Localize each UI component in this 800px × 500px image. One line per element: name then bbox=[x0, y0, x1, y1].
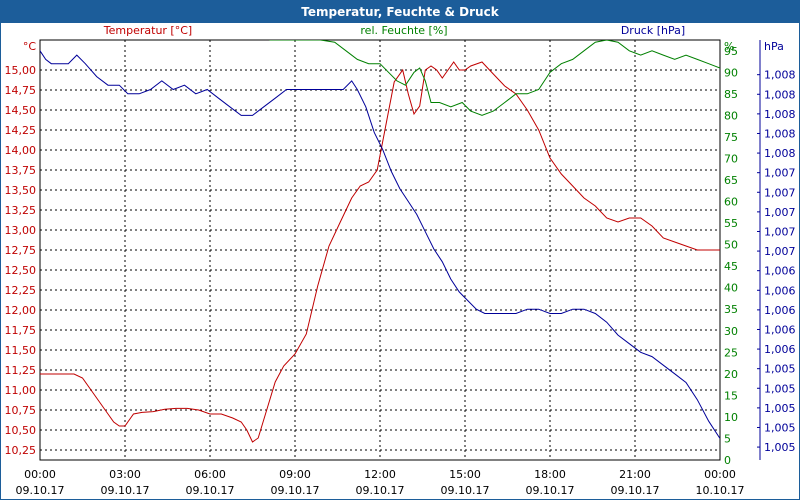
x-tick-time-label: 09:00 bbox=[279, 468, 311, 481]
humidity-tick-label: 80 bbox=[724, 109, 738, 122]
humidity-tick-label: 30 bbox=[724, 325, 738, 338]
x-tick-time-label: 00:00 bbox=[24, 468, 56, 481]
x-tick-time-label: 21:00 bbox=[619, 468, 651, 481]
humidity-tick-label: 5 bbox=[724, 432, 731, 445]
temperature-tick-label: 13,75 bbox=[5, 164, 37, 177]
pressure-tick-label: 1,007 bbox=[764, 245, 796, 258]
pressure-tick-label: 1,007 bbox=[764, 225, 796, 238]
temperature-tick-label: 12,25 bbox=[5, 284, 37, 297]
pressure-tick-label: 1,007 bbox=[764, 206, 796, 219]
temperature-unit-label: °C bbox=[23, 40, 37, 53]
pressure-tick-label: 1,006 bbox=[764, 284, 796, 297]
pressure-tick-label: 1,008 bbox=[764, 69, 796, 82]
x-tick-time-label: 12:00 bbox=[364, 468, 396, 481]
pressure-tick-label: 1,006 bbox=[764, 343, 796, 356]
humidity-tick-label: 90 bbox=[724, 66, 738, 79]
humidity-tick-label: 70 bbox=[724, 152, 738, 165]
temperature-tick-label: 10,50 bbox=[5, 424, 37, 437]
x-tick-date-label: 09.10.17 bbox=[271, 484, 320, 497]
pressure-tick-label: 1,005 bbox=[764, 382, 796, 395]
humidity-tick-label: 55 bbox=[724, 217, 738, 230]
pressure-tick-label: 1,007 bbox=[764, 167, 796, 180]
temperature-tick-label: 14,75 bbox=[5, 84, 37, 97]
temperature-tick-label: 13,00 bbox=[5, 224, 37, 237]
temperature-tick-label: 10,75 bbox=[5, 404, 37, 417]
temperature-tick-label: 11,50 bbox=[5, 344, 37, 357]
pressure-tick-label: 1,007 bbox=[764, 186, 796, 199]
temperature-tick-label: 11,00 bbox=[5, 384, 37, 397]
x-tick-date-label: 09.10.17 bbox=[611, 484, 660, 497]
x-tick-date-label: 09.10.17 bbox=[441, 484, 490, 497]
pressure-axis-label: Druck [hPa] bbox=[621, 24, 685, 37]
humidity-tick-label: 35 bbox=[724, 303, 738, 316]
pressure-tick-label: 1,005 bbox=[764, 402, 796, 415]
temperature-tick-label: 14,25 bbox=[5, 124, 37, 137]
pressure-tick-label: 1,005 bbox=[764, 441, 796, 454]
x-tick-time-label: 18:00 bbox=[534, 468, 566, 481]
gridlines bbox=[40, 40, 720, 460]
pressure-tick-label: 1,008 bbox=[764, 127, 796, 140]
pressure-series-line bbox=[40, 50, 720, 439]
x-tick-date-label: 09.10.17 bbox=[186, 484, 235, 497]
pressure-tick-label: 1,008 bbox=[764, 108, 796, 121]
pressure-tick-label: 1,008 bbox=[764, 147, 796, 160]
humidity-axis-label: rel. Feuchte [%] bbox=[360, 24, 447, 37]
pressure-tick-label: 1,005 bbox=[764, 363, 796, 376]
humidity-tick-label: 65 bbox=[724, 174, 738, 187]
pressure-tick-label: 1,008 bbox=[764, 88, 796, 101]
x-tick-time-label: 15:00 bbox=[449, 468, 481, 481]
temperature-axis-label: Temperatur [°C] bbox=[103, 24, 192, 37]
humidity-tick-label: 85 bbox=[724, 88, 738, 101]
humidity-tick-label: 45 bbox=[724, 260, 738, 273]
humidity-tick-label: 15 bbox=[724, 389, 738, 402]
x-tick-time-label: 06:00 bbox=[194, 468, 226, 481]
temperature-tick-label: 14,50 bbox=[5, 104, 37, 117]
humidity-tick-label: 25 bbox=[724, 346, 738, 359]
temperature-tick-label: 10,25 bbox=[5, 444, 37, 457]
temperature-tick-label: 12,75 bbox=[5, 244, 37, 257]
temperature-tick-label: 12,00 bbox=[5, 304, 37, 317]
x-tick-date-label: 09.10.17 bbox=[101, 484, 150, 497]
humidity-tick-label: 75 bbox=[724, 131, 738, 144]
pressure-tick-label: 1,006 bbox=[764, 323, 796, 336]
pressure-tick-label: 1,005 bbox=[764, 421, 796, 434]
humidity-tick-label: 0 bbox=[724, 454, 731, 467]
humidity-tick-label: 20 bbox=[724, 368, 738, 381]
humidity-tick-label: 95 bbox=[724, 45, 738, 58]
pressure-tick-label: 1,006 bbox=[764, 265, 796, 278]
humidity-unit-label: % bbox=[724, 40, 734, 53]
x-tick-date-label: 09.10.17 bbox=[16, 484, 65, 497]
x-tick-date-label: 10.10.17 bbox=[696, 484, 745, 497]
temperature-tick-label: 14,00 bbox=[5, 144, 37, 157]
temperature-tick-label: 11,75 bbox=[5, 324, 37, 337]
x-tick-time-label: 00:00 bbox=[704, 468, 736, 481]
x-tick-date-label: 09.10.17 bbox=[526, 484, 575, 497]
pressure-unit-label: hPa bbox=[764, 40, 784, 53]
humidity-tick-label: 50 bbox=[724, 239, 738, 252]
temperature-tick-label: 13,25 bbox=[5, 204, 37, 217]
temperature-tick-label: 13,50 bbox=[5, 184, 37, 197]
x-tick-date-label: 09.10.17 bbox=[356, 484, 405, 497]
humidity-tick-label: 10 bbox=[724, 411, 738, 424]
temperature-tick-label: 15,00 bbox=[5, 64, 37, 77]
humidity-series-line bbox=[269, 40, 720, 116]
temperature-tick-label: 11,25 bbox=[5, 364, 37, 377]
humidity-tick-label: 60 bbox=[724, 196, 738, 209]
x-tick-time-label: 03:00 bbox=[109, 468, 141, 481]
chart-title: Temperatur, Feuchte & Druck bbox=[1, 1, 799, 23]
temperature-tick-label: 12,50 bbox=[5, 264, 37, 277]
humidity-tick-label: 40 bbox=[724, 282, 738, 295]
pressure-tick-label: 1,006 bbox=[764, 304, 796, 317]
